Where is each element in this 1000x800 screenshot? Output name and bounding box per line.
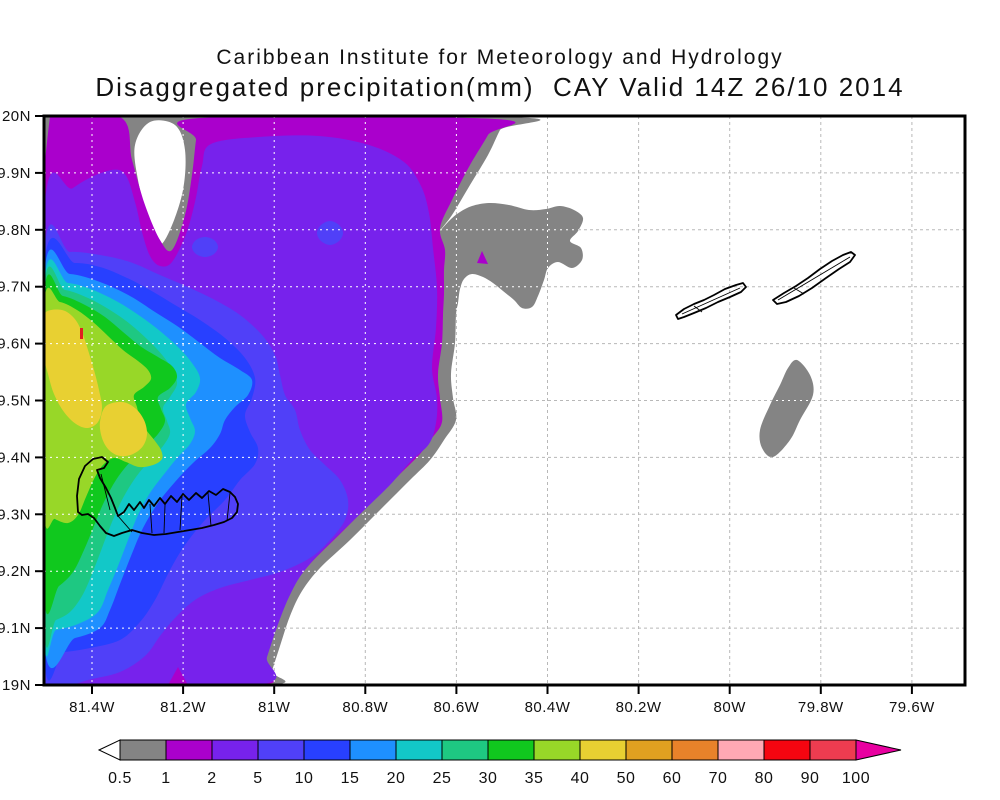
colorbar-segment xyxy=(257,739,305,761)
grand-cayman-district-line xyxy=(149,503,153,534)
colorbar-tick-label: 20 xyxy=(387,770,406,787)
grand-cayman-district-line xyxy=(179,495,183,531)
map-group: 20N 19.9N 19.8N 19.7N 19.6N 19.5N 19.4N 19.3N 19… xyxy=(0,108,967,716)
colorbar-tick-label: 5 xyxy=(253,770,262,787)
lon-tick-label: 81.4W xyxy=(69,699,115,716)
rain-40-core-b xyxy=(99,401,148,457)
lon-tick-label: 81W xyxy=(258,699,291,716)
colorbar-overflow-arrow xyxy=(855,739,902,761)
colorbar-underflow-arrow xyxy=(97,739,121,761)
grand-cayman-district-line xyxy=(207,492,212,527)
colorbar-segment xyxy=(119,739,167,761)
colorbar-segment xyxy=(533,739,581,761)
plot-title-product: Disaggregated precipitation(mm) CAY Vali… xyxy=(95,72,905,102)
colorbar: 0.5 1 2 5 10 15 20 25 30 35 40 50 60 70 80 90 100 xyxy=(97,739,902,787)
lon-tick-label: 80.8W xyxy=(342,699,388,716)
lon-tick-label: 80W xyxy=(714,699,747,716)
lat-tick-label: 19.4N xyxy=(0,449,31,466)
lat-tick-label: 19.7N xyxy=(0,279,31,296)
grand-cayman-coastline xyxy=(76,456,239,537)
cayman-brac-district-line xyxy=(777,256,851,301)
colorbar-segment xyxy=(211,739,259,761)
lat-tick-label: 19.1N xyxy=(0,620,31,637)
lon-tick-label: 80.2W xyxy=(616,699,662,716)
little-cayman-district-line xyxy=(693,305,703,313)
axes: 20N 19.9N 19.8N 19.7N 19.6N 19.5N 19.4N 19.3N 19… xyxy=(0,108,935,716)
grand-cayman-district-line xyxy=(226,492,231,522)
colorbar-tick-label: 70 xyxy=(709,770,728,787)
colorbar-segment xyxy=(763,739,811,761)
rain-40-core-a xyxy=(44,309,103,429)
colorbar-segment xyxy=(441,739,489,761)
colorbar-tick-label: 25 xyxy=(433,770,452,787)
colorbar-tick-label: 90 xyxy=(801,770,820,787)
colorbar-segment xyxy=(395,739,443,761)
colorbar-tick-label: 80 xyxy=(755,770,774,787)
colorbar-segment xyxy=(625,739,673,761)
colorbar-segment xyxy=(579,739,627,761)
colorbar-segment xyxy=(303,739,351,761)
lat-tick-label: 19N xyxy=(2,677,31,694)
islands xyxy=(76,251,856,537)
colorbar-segment xyxy=(349,739,397,761)
lat-tick-label: 19.2N xyxy=(0,563,31,580)
colorbar-tick-label: 35 xyxy=(525,770,544,787)
colorbar-tick-label: 50 xyxy=(617,770,636,787)
colorbar-tick-label: 30 xyxy=(479,770,498,787)
lat-tick-label: 19.9N xyxy=(0,165,31,182)
grand-cayman-district-line xyxy=(163,504,166,534)
colorbar-segment xyxy=(671,739,719,761)
cayman-brac-district-line xyxy=(793,287,805,295)
lat-tick-label: 19.6N xyxy=(0,336,31,353)
colorbar-tick-label: 2 xyxy=(207,770,216,787)
colorbar-tick-label: 40 xyxy=(571,770,590,787)
colorbar-tick-label: 60 xyxy=(663,770,682,787)
grand-cayman-district-line xyxy=(100,473,111,511)
lon-tick-label: 79.8W xyxy=(798,699,844,716)
little-cayman-coastline xyxy=(675,282,747,320)
lat-tick-label: 19.5N xyxy=(0,393,31,410)
colorbar-segment xyxy=(717,739,765,761)
rain-5-blob-a xyxy=(192,237,218,257)
colorbar-tick-label: 100 xyxy=(842,770,870,787)
precip-field xyxy=(44,116,814,685)
lat-tick-label: 20N xyxy=(2,108,31,125)
grand-cayman-district-line xyxy=(117,515,133,533)
colorbar-tick-label: 10 xyxy=(295,770,314,787)
colorbar-tick-label: 0.5 xyxy=(108,770,132,787)
lat-tick-label: 19.3N xyxy=(0,506,31,523)
lon-tick-label: 79.6W xyxy=(889,699,935,716)
colorbar-tick-label: 1 xyxy=(161,770,170,787)
lon-tick-label: 80.6W xyxy=(433,699,479,716)
lon-tick-label: 80.4W xyxy=(525,699,571,716)
plot-title-institute: Caribbean Institute for Meteorology and … xyxy=(216,46,784,69)
rain-0p5-blob-east xyxy=(759,359,814,458)
lon-tick-label: 81.2W xyxy=(160,699,206,716)
little-cayman-district-line xyxy=(681,287,741,315)
rain-1-speck-east xyxy=(477,251,488,264)
colorbar-segment xyxy=(487,739,535,761)
colorbar-tick-label: 15 xyxy=(341,770,360,787)
rain-5-blob-b xyxy=(317,221,343,245)
colorbar-segment xyxy=(165,739,213,761)
lat-tick-label: 19.8N xyxy=(0,222,31,239)
colorbar-segment xyxy=(809,739,857,761)
cayman-brac-coastline xyxy=(772,251,856,305)
rain-heavy-speck xyxy=(80,328,83,339)
